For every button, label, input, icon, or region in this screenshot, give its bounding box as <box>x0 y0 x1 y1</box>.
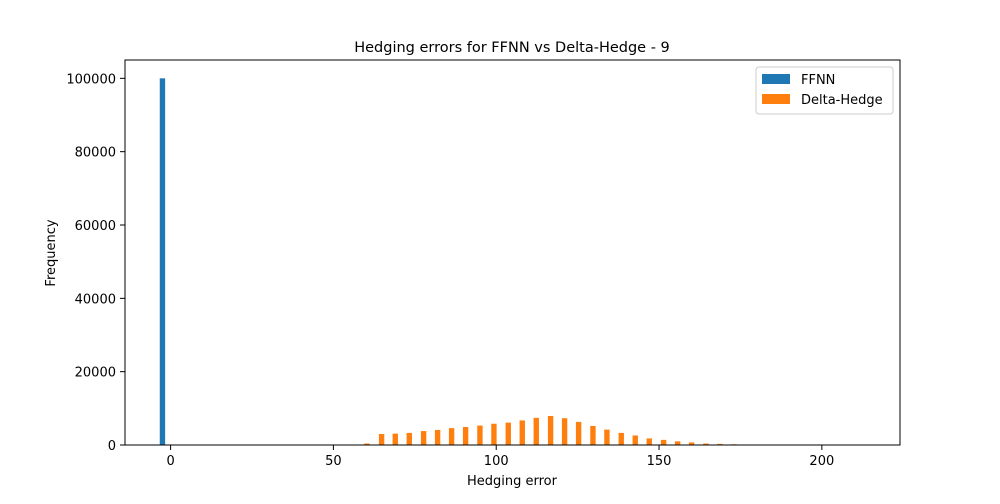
bar-delta-hedge <box>533 417 539 445</box>
bar-delta-hedge <box>618 432 624 445</box>
bar-delta-hedge <box>674 441 681 445</box>
bar-delta-hedge <box>364 443 370 445</box>
y-tick-label: 0 <box>108 439 116 454</box>
bar-delta-hedge <box>519 420 525 445</box>
bar-delta-hedge <box>575 421 582 445</box>
x-tick-label: 200 <box>809 454 834 469</box>
bar-delta-hedge <box>420 431 427 445</box>
plot-frame <box>124 59 901 446</box>
bar-delta-hedge <box>434 429 441 445</box>
legend-label-delta-hedge: Delta-Hedge <box>801 93 883 108</box>
bar-delta-hedge <box>561 418 568 445</box>
legend-label-ffnn: FFNN <box>801 73 835 88</box>
bar-delta-hedge <box>703 443 709 445</box>
chart-title: Hedging errors for FFNN vs Delta-Hedge -… <box>354 40 670 56</box>
y-tick-label: 80000 <box>75 146 116 161</box>
bar-delta-hedge <box>632 435 638 445</box>
bars-layer <box>159 78 737 445</box>
y-tick-label: 60000 <box>75 219 116 234</box>
bar-delta-hedge <box>378 434 385 445</box>
bar-delta-hedge <box>547 416 554 445</box>
x-tick-label: 50 <box>325 454 342 469</box>
bar-delta-hedge <box>688 442 695 445</box>
legend-swatch-delta-hedge <box>762 94 790 104</box>
legend-box <box>755 66 894 115</box>
x-tick-label: 150 <box>647 454 672 469</box>
bar-delta-hedge <box>717 443 723 445</box>
legend: FFNN Delta-Hedge <box>755 66 894 115</box>
y-axis-label: Frequency <box>44 219 59 286</box>
x-tick-label: 0 <box>166 454 174 469</box>
y-tick-label: 100000 <box>66 72 116 87</box>
bar-ffnn <box>159 78 166 445</box>
bar-delta-hedge <box>448 428 455 445</box>
bar-delta-hedge <box>392 433 398 445</box>
bar-delta-hedge <box>406 432 412 445</box>
bar-delta-hedge <box>590 425 596 445</box>
bar-delta-hedge <box>660 439 667 445</box>
legend-swatch-ffnn <box>762 74 790 84</box>
y-tick-label: 40000 <box>75 292 116 307</box>
y-tick-label: 20000 <box>75 366 116 381</box>
bar-delta-hedge <box>491 423 497 445</box>
x-tick-label: 100 <box>484 454 509 469</box>
bar-delta-hedge <box>477 425 483 445</box>
y-axis-ticks: 0 20000 40000 60000 80000 100000 <box>66 72 125 454</box>
bar-delta-hedge <box>646 438 652 445</box>
x-axis-label: Hedging error <box>467 474 558 489</box>
x-axis-ticks: 0 50 100 150 200 <box>166 445 834 469</box>
bar-delta-hedge <box>505 422 511 445</box>
bar-delta-hedge <box>604 429 610 445</box>
bar-delta-hedge <box>462 427 469 445</box>
